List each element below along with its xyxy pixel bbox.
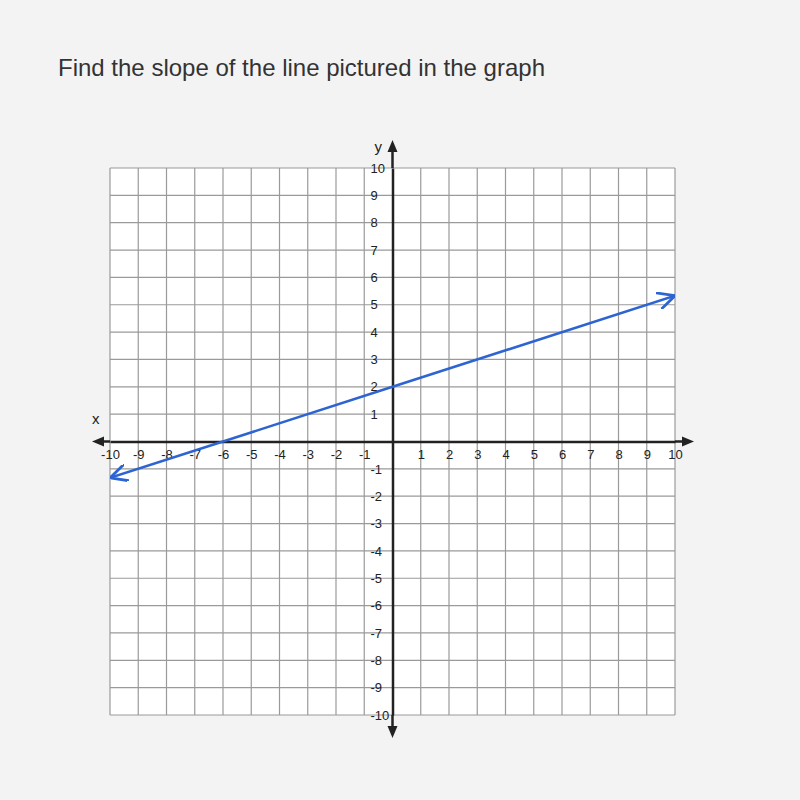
tick-label: 1	[418, 447, 425, 462]
tick-label: 6	[559, 447, 566, 462]
tick-label: 9	[371, 188, 378, 203]
tick-label: 3	[474, 447, 481, 462]
tick-label: 10	[371, 161, 385, 176]
tick: -6	[218, 442, 230, 462]
tick-label: 4	[502, 447, 509, 462]
tick-label: -1	[359, 447, 371, 462]
tick: 10	[371, 161, 393, 176]
tick: 3	[474, 442, 481, 462]
tick-label: -3	[302, 447, 314, 462]
tick: -5	[246, 442, 258, 462]
tick: -10	[371, 708, 393, 723]
tick-label: -6	[218, 447, 230, 462]
background	[0, 0, 800, 800]
y-axis-label: y	[375, 138, 383, 155]
tick-label: 8	[615, 447, 622, 462]
tick: 4	[371, 325, 393, 340]
tick: 5	[371, 297, 393, 312]
chart: Find the slope of the line pictured in t…	[0, 0, 800, 800]
tick: 3	[371, 352, 393, 367]
tick-label: 6	[371, 270, 378, 285]
tick: 6	[559, 442, 566, 462]
axis-arrows	[92, 140, 694, 738]
grid	[110, 168, 675, 715]
tick: 9	[644, 442, 651, 462]
tick-label: -10	[371, 708, 390, 723]
tick: 8	[615, 442, 622, 462]
tick-label: 5	[531, 447, 538, 462]
tick: 8	[371, 215, 393, 230]
axis-line	[392, 169, 395, 716]
tick-label: -9	[133, 447, 145, 462]
plot-area	[110, 168, 675, 715]
tick: -3	[371, 516, 393, 531]
tick-label: -5	[371, 571, 383, 586]
tick: -8	[371, 653, 393, 668]
tick: -7	[371, 626, 393, 641]
tick: -2	[331, 442, 343, 462]
tick-label: -2	[331, 447, 343, 462]
tick-label: -6	[371, 598, 383, 613]
tick-label: -8	[371, 653, 383, 668]
tick: -6	[371, 598, 393, 613]
tick: 4	[502, 442, 509, 462]
tick: -3	[302, 442, 314, 462]
tick: 10	[668, 442, 682, 462]
tick-label: -7	[371, 626, 383, 641]
tick-label: -4	[371, 544, 383, 559]
tick-label: 10	[668, 447, 682, 462]
tick: -4	[274, 442, 286, 462]
axis-extension	[391, 150, 394, 168]
tick-label: 9	[644, 447, 651, 462]
tick-label: 5	[371, 297, 378, 312]
x-axis-label: x	[92, 410, 100, 427]
tick-label: -3	[371, 516, 383, 531]
tick: -4	[371, 544, 393, 559]
tick-label: -5	[246, 447, 258, 462]
tick: -1	[359, 442, 371, 462]
line	[110, 296, 675, 478]
tick: 1	[371, 407, 393, 422]
tick-label: 7	[587, 447, 594, 462]
tick: 1	[418, 442, 425, 462]
tick-label: 1	[371, 407, 378, 422]
tick-label: -10	[101, 447, 120, 462]
tick: 5	[531, 442, 538, 462]
axis-arrowhead	[92, 437, 104, 447]
tick-label: -1	[371, 462, 383, 477]
tick: 7	[371, 243, 393, 258]
tick-label: -2	[371, 489, 383, 504]
tick-label: -9	[371, 680, 383, 695]
tick-label: 4	[371, 325, 378, 340]
tick: -2	[371, 489, 393, 504]
axis-arrowhead	[388, 726, 398, 738]
tick: -9	[371, 680, 393, 695]
tick: -9	[133, 442, 145, 462]
tick: 9	[371, 188, 393, 203]
y-axis: -10-9-8-7-6-5-4-3-2-112345678910	[371, 161, 394, 723]
tick: 2	[446, 442, 453, 462]
axis-arrowhead	[388, 140, 398, 152]
tick-label: 3	[371, 352, 378, 367]
title: Find the slope of the line pictured in t…	[58, 54, 545, 81]
marks	[110, 296, 675, 478]
axis-arrowhead	[682, 437, 694, 447]
tick-label: 8	[371, 215, 378, 230]
tick: -1	[371, 462, 393, 477]
tick-label: -4	[274, 447, 286, 462]
tick: 6	[371, 270, 393, 285]
tick: 7	[587, 442, 594, 462]
tick-label: 2	[446, 447, 453, 462]
tick: -5	[371, 571, 393, 586]
tick-label: 7	[371, 243, 378, 258]
